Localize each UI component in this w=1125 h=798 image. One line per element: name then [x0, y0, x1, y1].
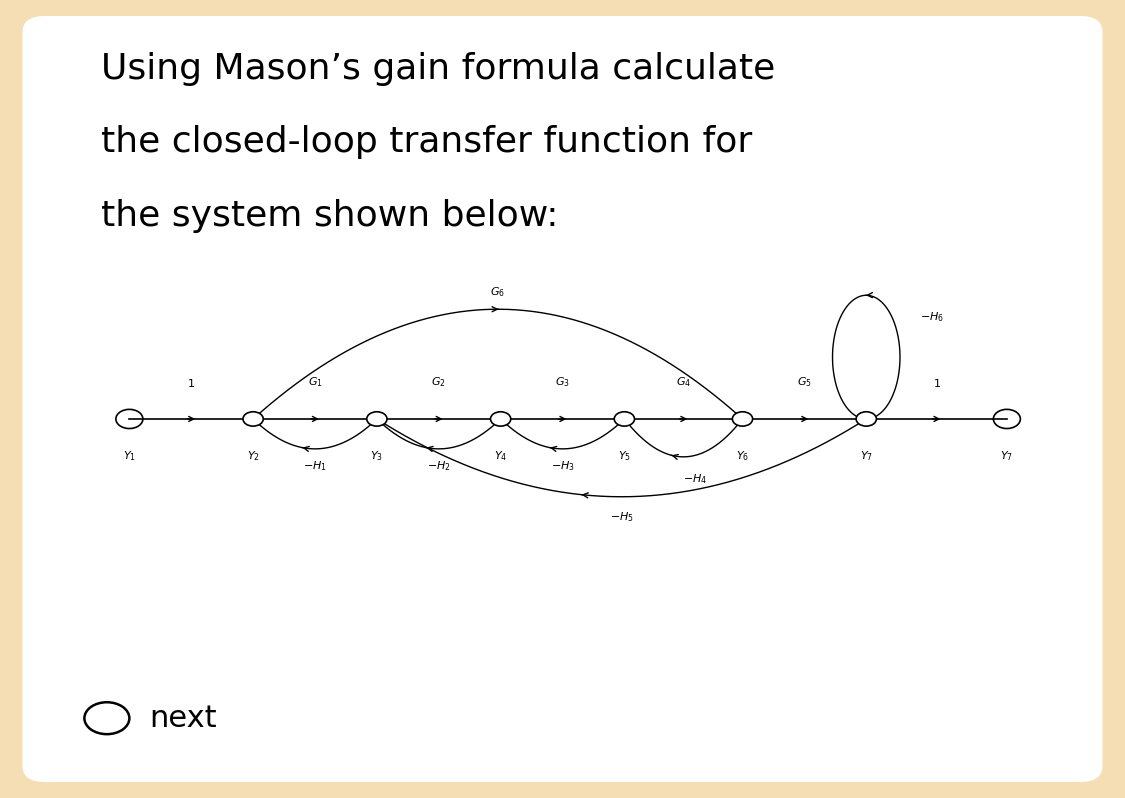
Text: $-H_3$: $-H_3$ — [550, 460, 575, 473]
Text: $-H_1$: $-H_1$ — [303, 460, 327, 473]
Circle shape — [490, 412, 511, 426]
Text: $-H_4$: $-H_4$ — [683, 472, 706, 486]
Text: $-H_2$: $-H_2$ — [426, 460, 451, 473]
Text: $G_4$: $G_4$ — [676, 375, 691, 389]
Text: $Y_1$: $Y_1$ — [123, 449, 136, 463]
Text: $Y_4$: $Y_4$ — [494, 449, 507, 463]
Circle shape — [614, 412, 634, 426]
Text: $Y_6$: $Y_6$ — [736, 449, 749, 463]
FancyBboxPatch shape — [22, 16, 1102, 782]
Text: $Y_2$: $Y_2$ — [246, 449, 260, 463]
Text: next: next — [150, 704, 217, 733]
Text: Using Mason’s gain formula calculate: Using Mason’s gain formula calculate — [101, 52, 775, 86]
Text: $-H_5$: $-H_5$ — [610, 510, 633, 523]
Text: $Y_5$: $Y_5$ — [618, 449, 631, 463]
Text: $G_1$: $G_1$ — [307, 375, 323, 389]
Text: the system shown below:: the system shown below: — [101, 199, 559, 233]
Circle shape — [243, 412, 263, 426]
Text: $G_6$: $G_6$ — [490, 285, 505, 298]
Circle shape — [367, 412, 387, 426]
Text: $Y_7$: $Y_7$ — [1000, 449, 1014, 463]
Text: $-H_6$: $-H_6$ — [920, 310, 944, 325]
Circle shape — [732, 412, 753, 426]
Text: $G_3$: $G_3$ — [555, 375, 570, 389]
Text: $Y_7$: $Y_7$ — [860, 449, 873, 463]
Text: the closed-loop transfer function for: the closed-loop transfer function for — [101, 125, 753, 160]
Text: $1$: $1$ — [933, 377, 940, 389]
Text: $G_5$: $G_5$ — [796, 375, 812, 389]
Text: $1$: $1$ — [187, 377, 196, 389]
Circle shape — [856, 412, 876, 426]
Text: $Y_3$: $Y_3$ — [370, 449, 384, 463]
Text: $G_2$: $G_2$ — [431, 375, 447, 389]
